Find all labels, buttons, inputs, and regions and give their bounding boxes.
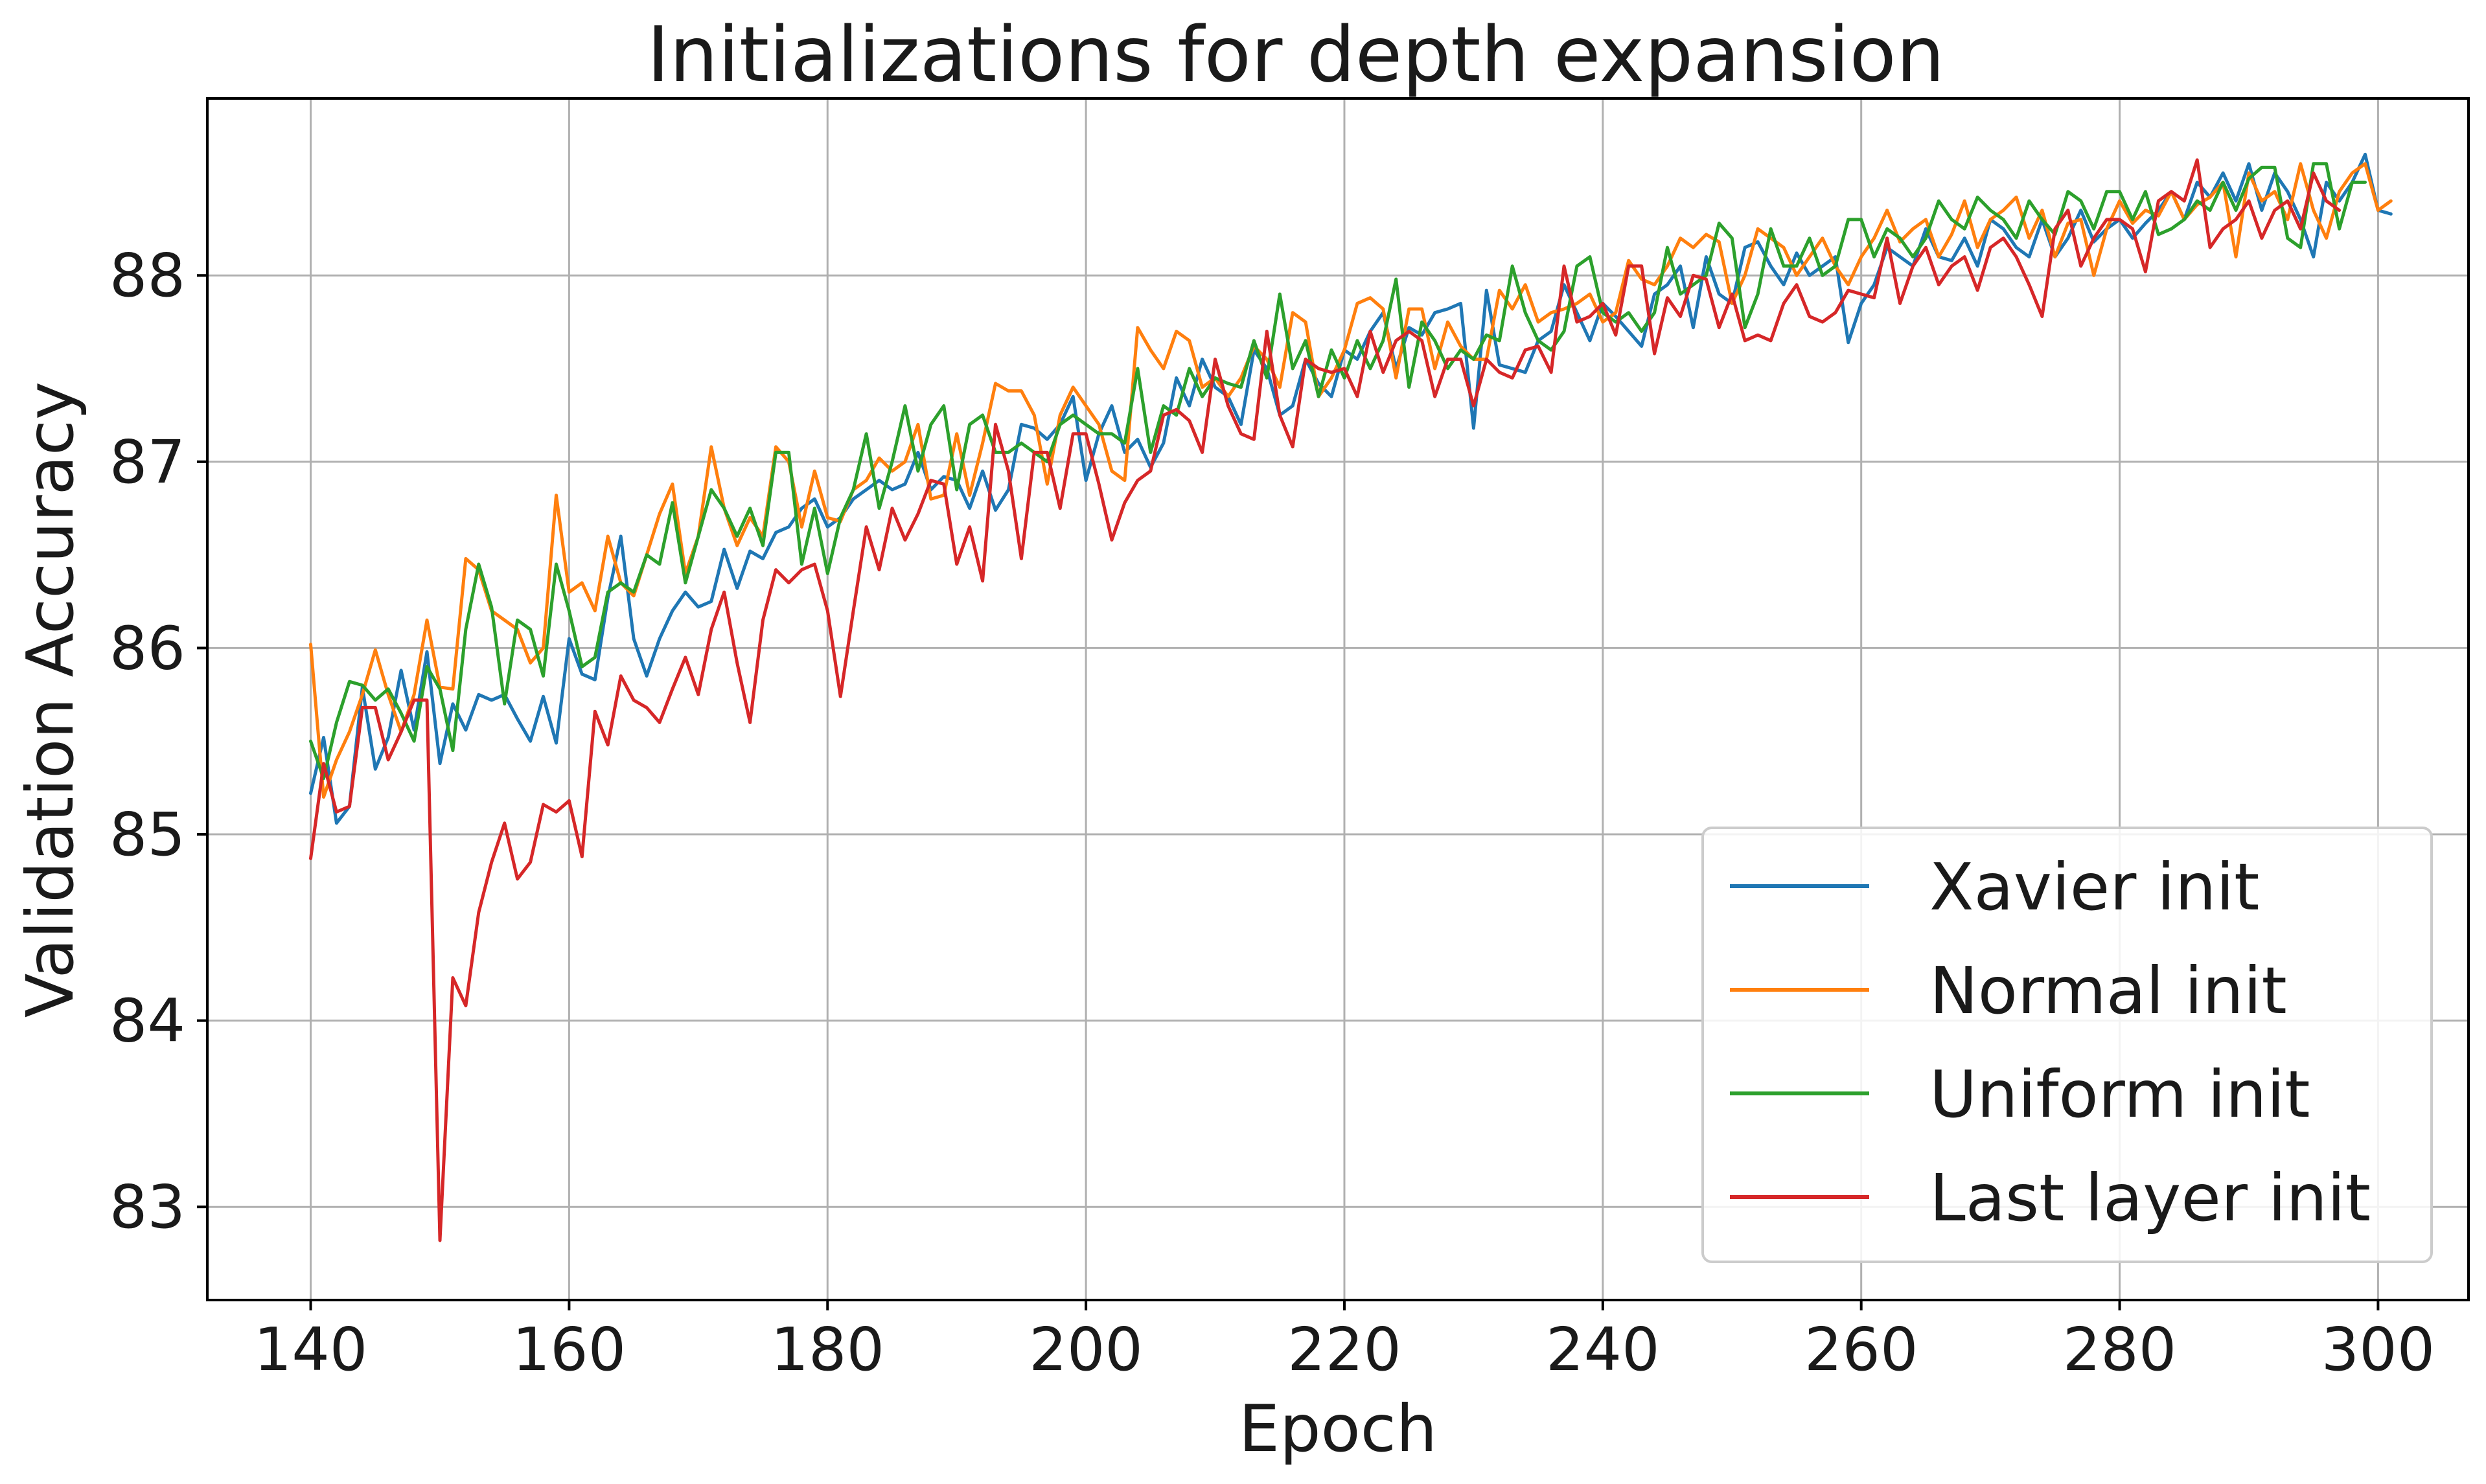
x-tick-label: 280 <box>2063 1315 2177 1384</box>
x-tick-label: 240 <box>1546 1315 1660 1384</box>
x-tick-label: 300 <box>2321 1315 2435 1384</box>
legend-label: Normal init <box>1929 953 2287 1029</box>
legend-box <box>1701 827 2433 1263</box>
x-tick-label: 260 <box>1804 1315 1918 1384</box>
x-axis: 140 160 180 200 220 240 260 280 300 <box>254 1300 2435 1384</box>
x-tick-label: 140 <box>254 1315 368 1384</box>
series-lines <box>309 152 2393 1242</box>
y-tick-label: 85 <box>109 800 185 869</box>
chart-title: Initializations for depth expansion <box>647 10 1945 99</box>
x-tick-label: 180 <box>770 1315 884 1384</box>
x-axis-label: Epoch <box>1239 1391 1437 1467</box>
legend-label: Uniform init <box>1929 1056 2310 1132</box>
x-tick-label: 200 <box>1029 1315 1143 1384</box>
y-axis-label: Validation Accuracy <box>12 382 88 1018</box>
series-line-2 <box>309 162 2393 799</box>
series-line-3 <box>309 162 2367 781</box>
legend: Xavier init Normal init Uniform init Last l… <box>1701 827 2433 1263</box>
legend-label: Xavier init <box>1929 849 2259 925</box>
y-tick-label: 83 <box>109 1172 185 1242</box>
plot-frame <box>206 97 2470 1301</box>
x-tick-label: 160 <box>512 1315 627 1384</box>
y-tick-label: 88 <box>109 241 185 310</box>
x-tick-label: 220 <box>1287 1315 1401 1384</box>
y-tick-label: 87 <box>109 428 185 497</box>
y-axis: 83 84 85 86 87 88 <box>109 241 207 1242</box>
series-line-4 <box>309 158 2342 1242</box>
y-tick-label: 86 <box>109 613 185 683</box>
y-tick-label: 84 <box>109 987 185 1056</box>
legend-label: Last layer init <box>1929 1160 2371 1236</box>
